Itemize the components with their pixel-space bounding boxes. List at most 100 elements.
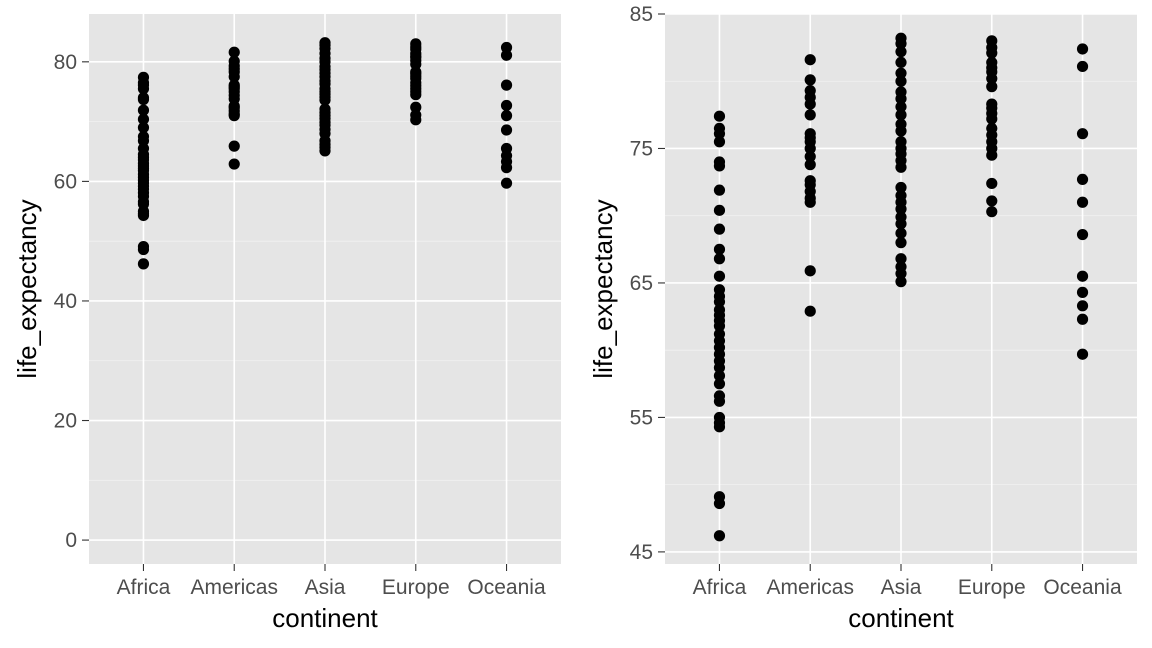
data-point-europe (410, 101, 422, 113)
data-point-africa (713, 243, 726, 255)
data-point-oceania (1076, 196, 1089, 208)
data-point-europe (986, 206, 998, 218)
left-scatter-panel: 0 20 40 60 80 Africa Americas Asia Europe Oceania… (12, 14, 561, 633)
y-tick-label: 75 (630, 137, 653, 160)
data-point-asia (895, 37, 907, 50)
data-point-africa (137, 83, 150, 95)
data-point-oceania (1076, 43, 1089, 55)
data-point-oceania (500, 99, 513, 112)
data-point-africa (713, 160, 726, 172)
right-scatter-panel: 45 55 65 75 85 Africa Americas Asia Europe Oceani… (588, 3, 1137, 633)
x-tick-label-americas: Americas (190, 576, 278, 599)
data-point-oceania (1076, 128, 1089, 140)
y-tick-label: 0 (65, 529, 77, 552)
y-tick-label: 65 (630, 272, 653, 295)
data-point-asia (895, 227, 907, 239)
x-tick-label-americas: Americas (766, 576, 854, 599)
data-point-asia (895, 253, 907, 265)
data-point-asia (319, 145, 331, 157)
y-tick-label: 60 (54, 170, 77, 193)
data-point-europe (410, 89, 422, 101)
data-point-oceania (1076, 60, 1089, 73)
data-point-oceania (1076, 313, 1089, 325)
data-point-americas (804, 142, 816, 155)
x-axis-title: continent (848, 603, 954, 633)
data-point-africa (713, 378, 726, 390)
data-point-africa (137, 113, 150, 125)
data-point-africa (137, 135, 150, 147)
data-point-europe (410, 58, 422, 70)
y-tick-label: 80 (54, 51, 77, 74)
data-point-asia (895, 56, 907, 69)
data-point-africa (137, 243, 150, 256)
data-point-oceania (500, 124, 513, 136)
data-point-asia (895, 161, 907, 173)
data-point-oceania (1076, 348, 1089, 360)
data-point-americas (228, 46, 240, 58)
data-point-americas (228, 158, 240, 170)
data-point-oceania (500, 49, 513, 61)
x-tick-label-europe: Europe (958, 576, 1026, 599)
data-point-africa (713, 136, 726, 148)
data-point-asia (895, 267, 907, 280)
data-point-americas (804, 109, 816, 121)
data-point-asia (895, 276, 907, 288)
data-point-europe (986, 47, 998, 59)
data-point-africa (713, 421, 726, 433)
data-point-africa (137, 258, 150, 270)
data-point-africa (713, 320, 726, 332)
data-point-americas (804, 159, 816, 171)
data-point-asia (895, 237, 907, 249)
data-point-oceania (500, 79, 513, 91)
x-tick-label-asia: Asia (881, 576, 922, 599)
data-point-asia (895, 109, 907, 121)
data-point-americas (804, 74, 816, 86)
data-point-oceania (1076, 300, 1089, 312)
x-tick-label-africa: Africa (693, 576, 747, 599)
data-point-oceania (500, 162, 513, 174)
data-point-americas (228, 140, 240, 152)
data-point-europe (986, 81, 998, 93)
data-point-africa (713, 362, 726, 374)
data-point-africa (713, 395, 726, 407)
data-point-americas (804, 98, 816, 110)
data-point-africa (713, 110, 726, 122)
data-point-oceania (1076, 173, 1089, 186)
data-point-oceania (500, 177, 513, 189)
data-point-americas (804, 150, 816, 163)
x-tick-label-africa: Africa (117, 576, 171, 599)
data-point-europe (986, 113, 998, 125)
data-point-africa (713, 296, 726, 308)
data-point-asia (895, 101, 907, 113)
data-point-asia (319, 94, 331, 106)
x-tick-label-oceania: Oceania (467, 576, 546, 599)
data-point-africa (713, 253, 726, 265)
data-point-africa (137, 93, 150, 106)
data-point-europe (410, 114, 422, 126)
y-axis-title: life_expectancy (12, 199, 42, 378)
data-point-africa (713, 370, 726, 382)
data-point-americas (804, 305, 816, 317)
y-tick-label: 20 (54, 410, 77, 433)
x-tick-label-oceania: Oceania (1043, 576, 1122, 599)
data-point-asia (895, 46, 907, 58)
data-point-americas (228, 71, 240, 83)
data-point-americas (804, 196, 816, 208)
data-point-europe (986, 177, 998, 190)
data-point-oceania (1076, 228, 1089, 241)
y-tick-label: 45 (630, 541, 653, 564)
x-tick-label-europe: Europe (382, 576, 450, 599)
data-point-africa (713, 184, 726, 196)
data-point-africa (713, 204, 726, 216)
data-point-europe (986, 72, 998, 85)
data-point-asia (895, 125, 907, 137)
data-point-oceania (1076, 270, 1089, 282)
data-point-africa (137, 104, 150, 116)
data-point-asia (895, 67, 907, 79)
data-point-oceania (1076, 286, 1089, 298)
data-point-africa (137, 209, 150, 222)
data-point-asia (895, 181, 907, 194)
data-point-europe (986, 149, 998, 161)
data-point-europe (986, 195, 998, 207)
